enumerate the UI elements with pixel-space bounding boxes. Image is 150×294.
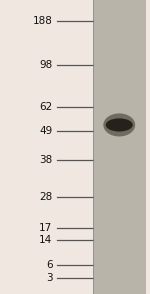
Text: 62: 62 (39, 102, 52, 112)
Text: 188: 188 (33, 16, 52, 26)
Ellipse shape (103, 113, 135, 136)
FancyBboxPatch shape (93, 0, 146, 294)
Ellipse shape (106, 118, 133, 131)
Text: 49: 49 (39, 126, 52, 136)
Text: 17: 17 (39, 223, 52, 233)
Text: 6: 6 (46, 260, 52, 270)
Text: 28: 28 (39, 192, 52, 202)
Text: 3: 3 (46, 273, 52, 283)
Text: 14: 14 (39, 235, 52, 245)
Text: 98: 98 (39, 60, 52, 70)
Text: 38: 38 (39, 155, 52, 165)
